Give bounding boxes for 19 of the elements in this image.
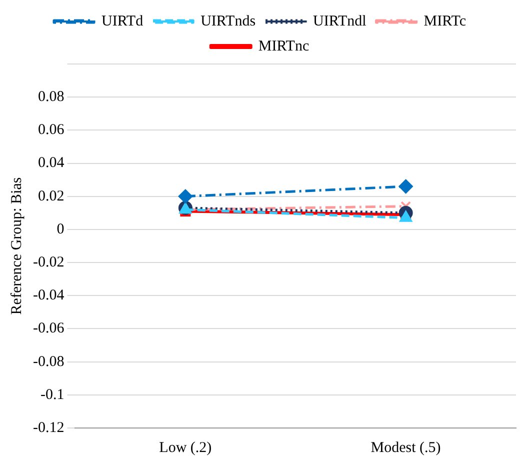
x-tick-label: Low (.2) (159, 440, 212, 456)
legend-label: UIRTndl (313, 13, 366, 30)
x-tick-label: Modest (.5) (370, 440, 441, 456)
y-tick-label: -0.12 (32, 420, 64, 436)
y-tick-label: 0.04 (38, 155, 65, 172)
y-tick-label: 0 (56, 221, 64, 238)
y-tick-label: 0.06 (38, 122, 65, 138)
y-tick-label: -0.02 (32, 254, 64, 270)
y-tick-label: 0.08 (38, 89, 64, 106)
y-tick-label: -0.04 (32, 288, 65, 304)
legend-label: UIRTnds (200, 13, 256, 30)
y-tick-label: -0.1 (40, 386, 64, 403)
legend-label: UIRTd (102, 13, 144, 30)
y-tick-label: 0.02 (38, 188, 64, 204)
legend-label: MIRTnc (258, 38, 310, 54)
legend-label: MIRTc (424, 13, 466, 30)
y-axis-title: Reference Group: Bias (8, 177, 25, 315)
y-tick-label: -0.08 (32, 354, 64, 370)
y-tick-label: -0.06 (32, 320, 65, 337)
